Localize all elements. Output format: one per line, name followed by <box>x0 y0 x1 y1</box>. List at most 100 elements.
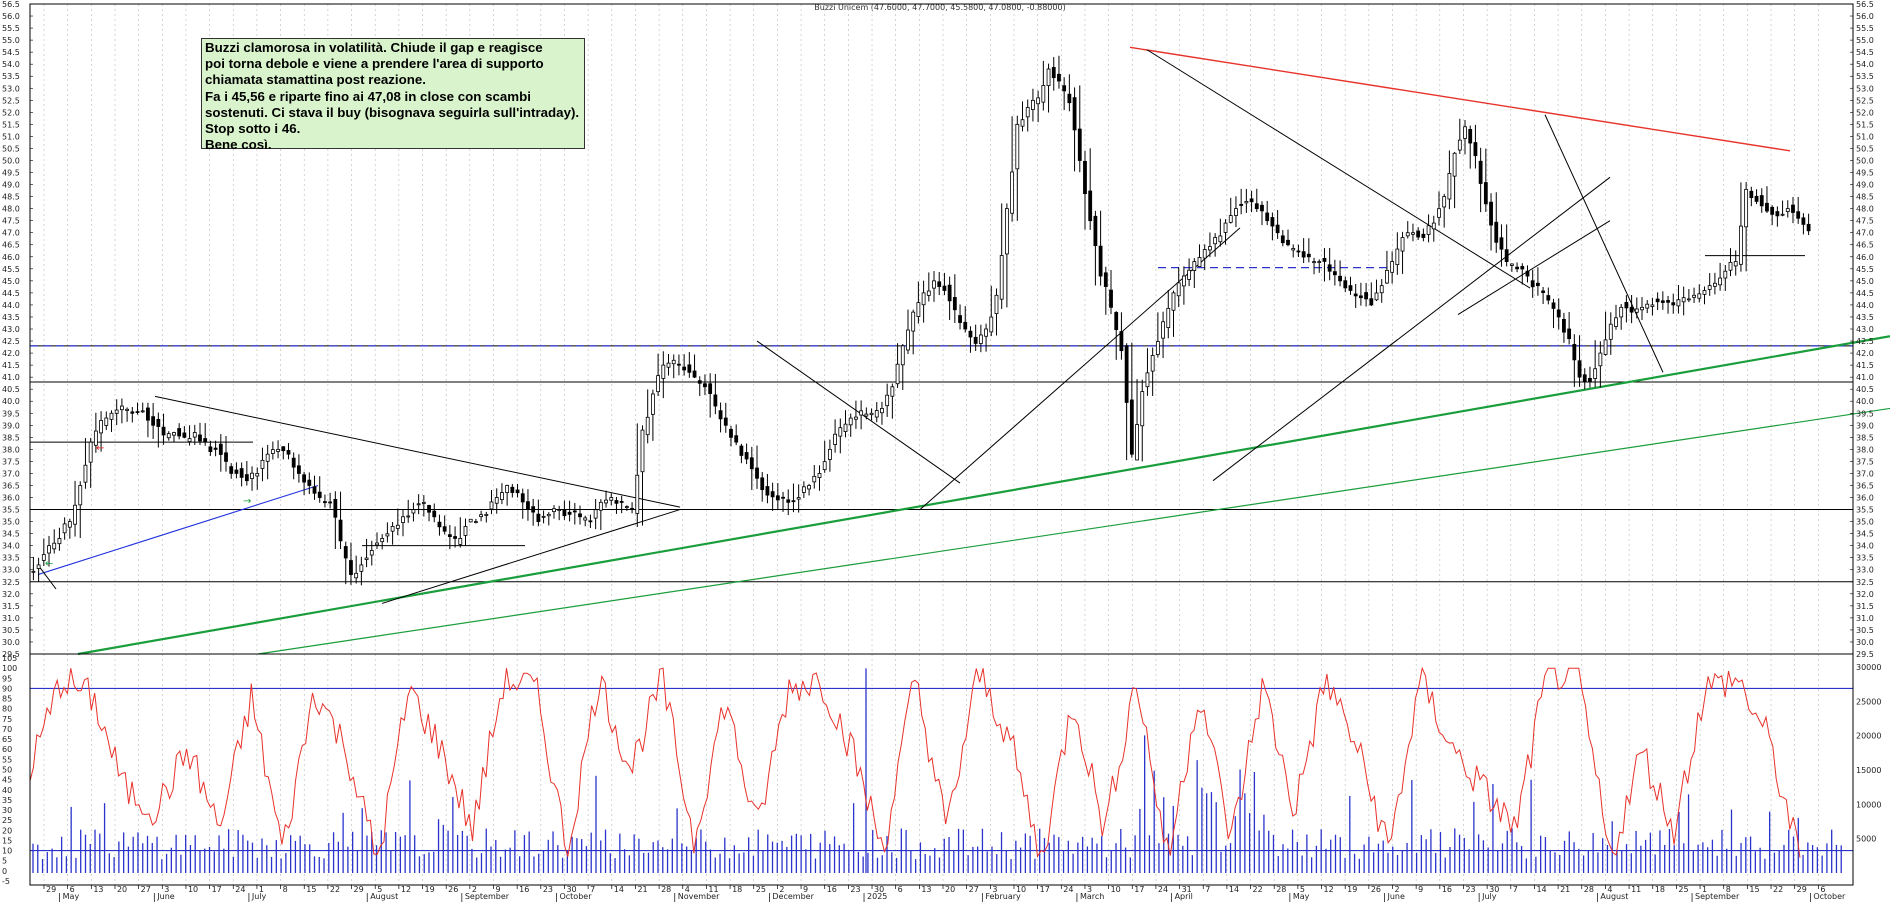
x-day-label: 20 <box>117 885 127 894</box>
x-day-label: 22 <box>1773 885 1783 894</box>
candle-body <box>109 412 114 420</box>
candle-body <box>1004 208 1009 255</box>
candle-body <box>380 538 385 543</box>
candle-body <box>1457 139 1462 151</box>
x-day-label: 29 <box>354 885 364 894</box>
candle-body <box>1759 195 1764 207</box>
x-day-label: 27 <box>141 885 151 894</box>
note-line: Stop sotto i 46. <box>205 121 301 137</box>
volume-label: 5000 <box>1856 835 1876 844</box>
candle-body <box>890 386 895 397</box>
price-label-right: 56.5 <box>1856 0 1874 9</box>
candle-body <box>572 510 577 513</box>
trendline <box>154 395 681 508</box>
candle-body <box>156 418 161 427</box>
candle-body <box>1593 368 1598 379</box>
candle-body <box>406 515 411 518</box>
price-label-left: 41.5 <box>2 361 20 370</box>
candle-body <box>546 513 551 517</box>
candle-body <box>41 554 46 561</box>
candle-body <box>1681 297 1686 303</box>
x-day-label: 26 <box>448 885 458 894</box>
price-label-left: 42.5 <box>2 337 20 346</box>
candle-body <box>911 311 916 332</box>
candle-body <box>1176 282 1181 297</box>
candle-body <box>1442 196 1447 208</box>
price-label-right: 39.5 <box>1856 409 1874 418</box>
candle-body <box>1228 215 1233 223</box>
price-label-left: 49.0 <box>2 181 20 190</box>
x-day-label: 20 <box>945 885 955 894</box>
candle-body <box>1489 201 1493 226</box>
price-label-right: 41.0 <box>1856 373 1874 382</box>
oscillator-label: 105 <box>2 654 17 663</box>
volume-label: 10000 <box>1856 800 1881 809</box>
x-day-label: 13 <box>93 885 103 894</box>
candle-body <box>1062 85 1067 92</box>
candle-body <box>333 499 338 518</box>
x-day-label: 6 <box>1820 885 1825 894</box>
price-label-left: 54.0 <box>2 60 20 69</box>
candle-body <box>1358 295 1363 299</box>
trendlines <box>37 46 1890 656</box>
price-label-right: 46.5 <box>1856 241 1874 250</box>
candle-body <box>1676 299 1681 307</box>
price-label-left: 50.0 <box>2 156 20 165</box>
candle-body <box>1213 237 1218 245</box>
candle-body <box>1655 298 1660 303</box>
price-label-right: 42.0 <box>1856 349 1874 358</box>
candle-body <box>328 501 333 504</box>
candle-body <box>1119 331 1124 352</box>
candle-body <box>567 511 572 515</box>
candle-body <box>656 375 661 393</box>
candle-body <box>1541 290 1546 293</box>
candle-body <box>1317 261 1322 263</box>
candle-body <box>1114 312 1119 331</box>
price-label-right: 49.5 <box>1856 169 1874 178</box>
candle-body <box>1686 298 1691 301</box>
candlesticks: ← ← → <box>31 55 1811 586</box>
candle-body <box>140 410 145 413</box>
candle-body <box>900 345 905 366</box>
x-day-label: 28 <box>661 885 671 894</box>
candle-body <box>47 545 51 554</box>
candle-body <box>307 479 312 486</box>
candle-body <box>1051 67 1056 79</box>
trendline <box>1212 176 1611 482</box>
price-label-right: 49.0 <box>1856 181 1874 190</box>
oscillator-label: 75 <box>2 715 12 724</box>
candle-body <box>453 536 457 539</box>
candle-body <box>593 509 598 519</box>
x-day-label: 13 <box>921 885 931 894</box>
price-label-left: 38.0 <box>2 445 20 454</box>
price-label-right: 50.0 <box>1856 156 1874 165</box>
candle-body <box>1619 306 1624 318</box>
candle-body <box>416 503 421 506</box>
price-label-right: 35.0 <box>1856 518 1874 527</box>
price-label-left: 41.0 <box>2 373 20 382</box>
trendline <box>1544 114 1664 373</box>
x-day-label: 23 <box>1465 885 1475 894</box>
price-label-left: 35.5 <box>2 506 20 515</box>
candle-body <box>812 475 817 483</box>
price-label-left: 48.0 <box>2 205 20 214</box>
candle-body <box>1785 208 1790 212</box>
candle-body <box>1801 217 1806 225</box>
x-day-label: 26 <box>1371 885 1381 894</box>
candle-body <box>125 408 130 411</box>
candle-body <box>880 408 884 414</box>
price-label-right: 53.5 <box>1856 72 1874 81</box>
price-label-left: 37.5 <box>2 457 20 466</box>
price-label-right: 47.0 <box>1856 229 1874 238</box>
candle-body <box>1249 198 1254 203</box>
x-month-label: October <box>1813 892 1846 901</box>
price-label-right: 48.0 <box>1856 205 1874 214</box>
candle-body <box>1770 206 1775 215</box>
candle-body <box>489 501 494 510</box>
candle-body <box>1614 317 1618 327</box>
price-label-left: 43.0 <box>2 325 20 334</box>
buy-arrow-icon: → <box>243 496 251 507</box>
plot-frame <box>29 3 1854 886</box>
candle-body <box>1234 208 1238 216</box>
candle-body <box>604 499 608 504</box>
